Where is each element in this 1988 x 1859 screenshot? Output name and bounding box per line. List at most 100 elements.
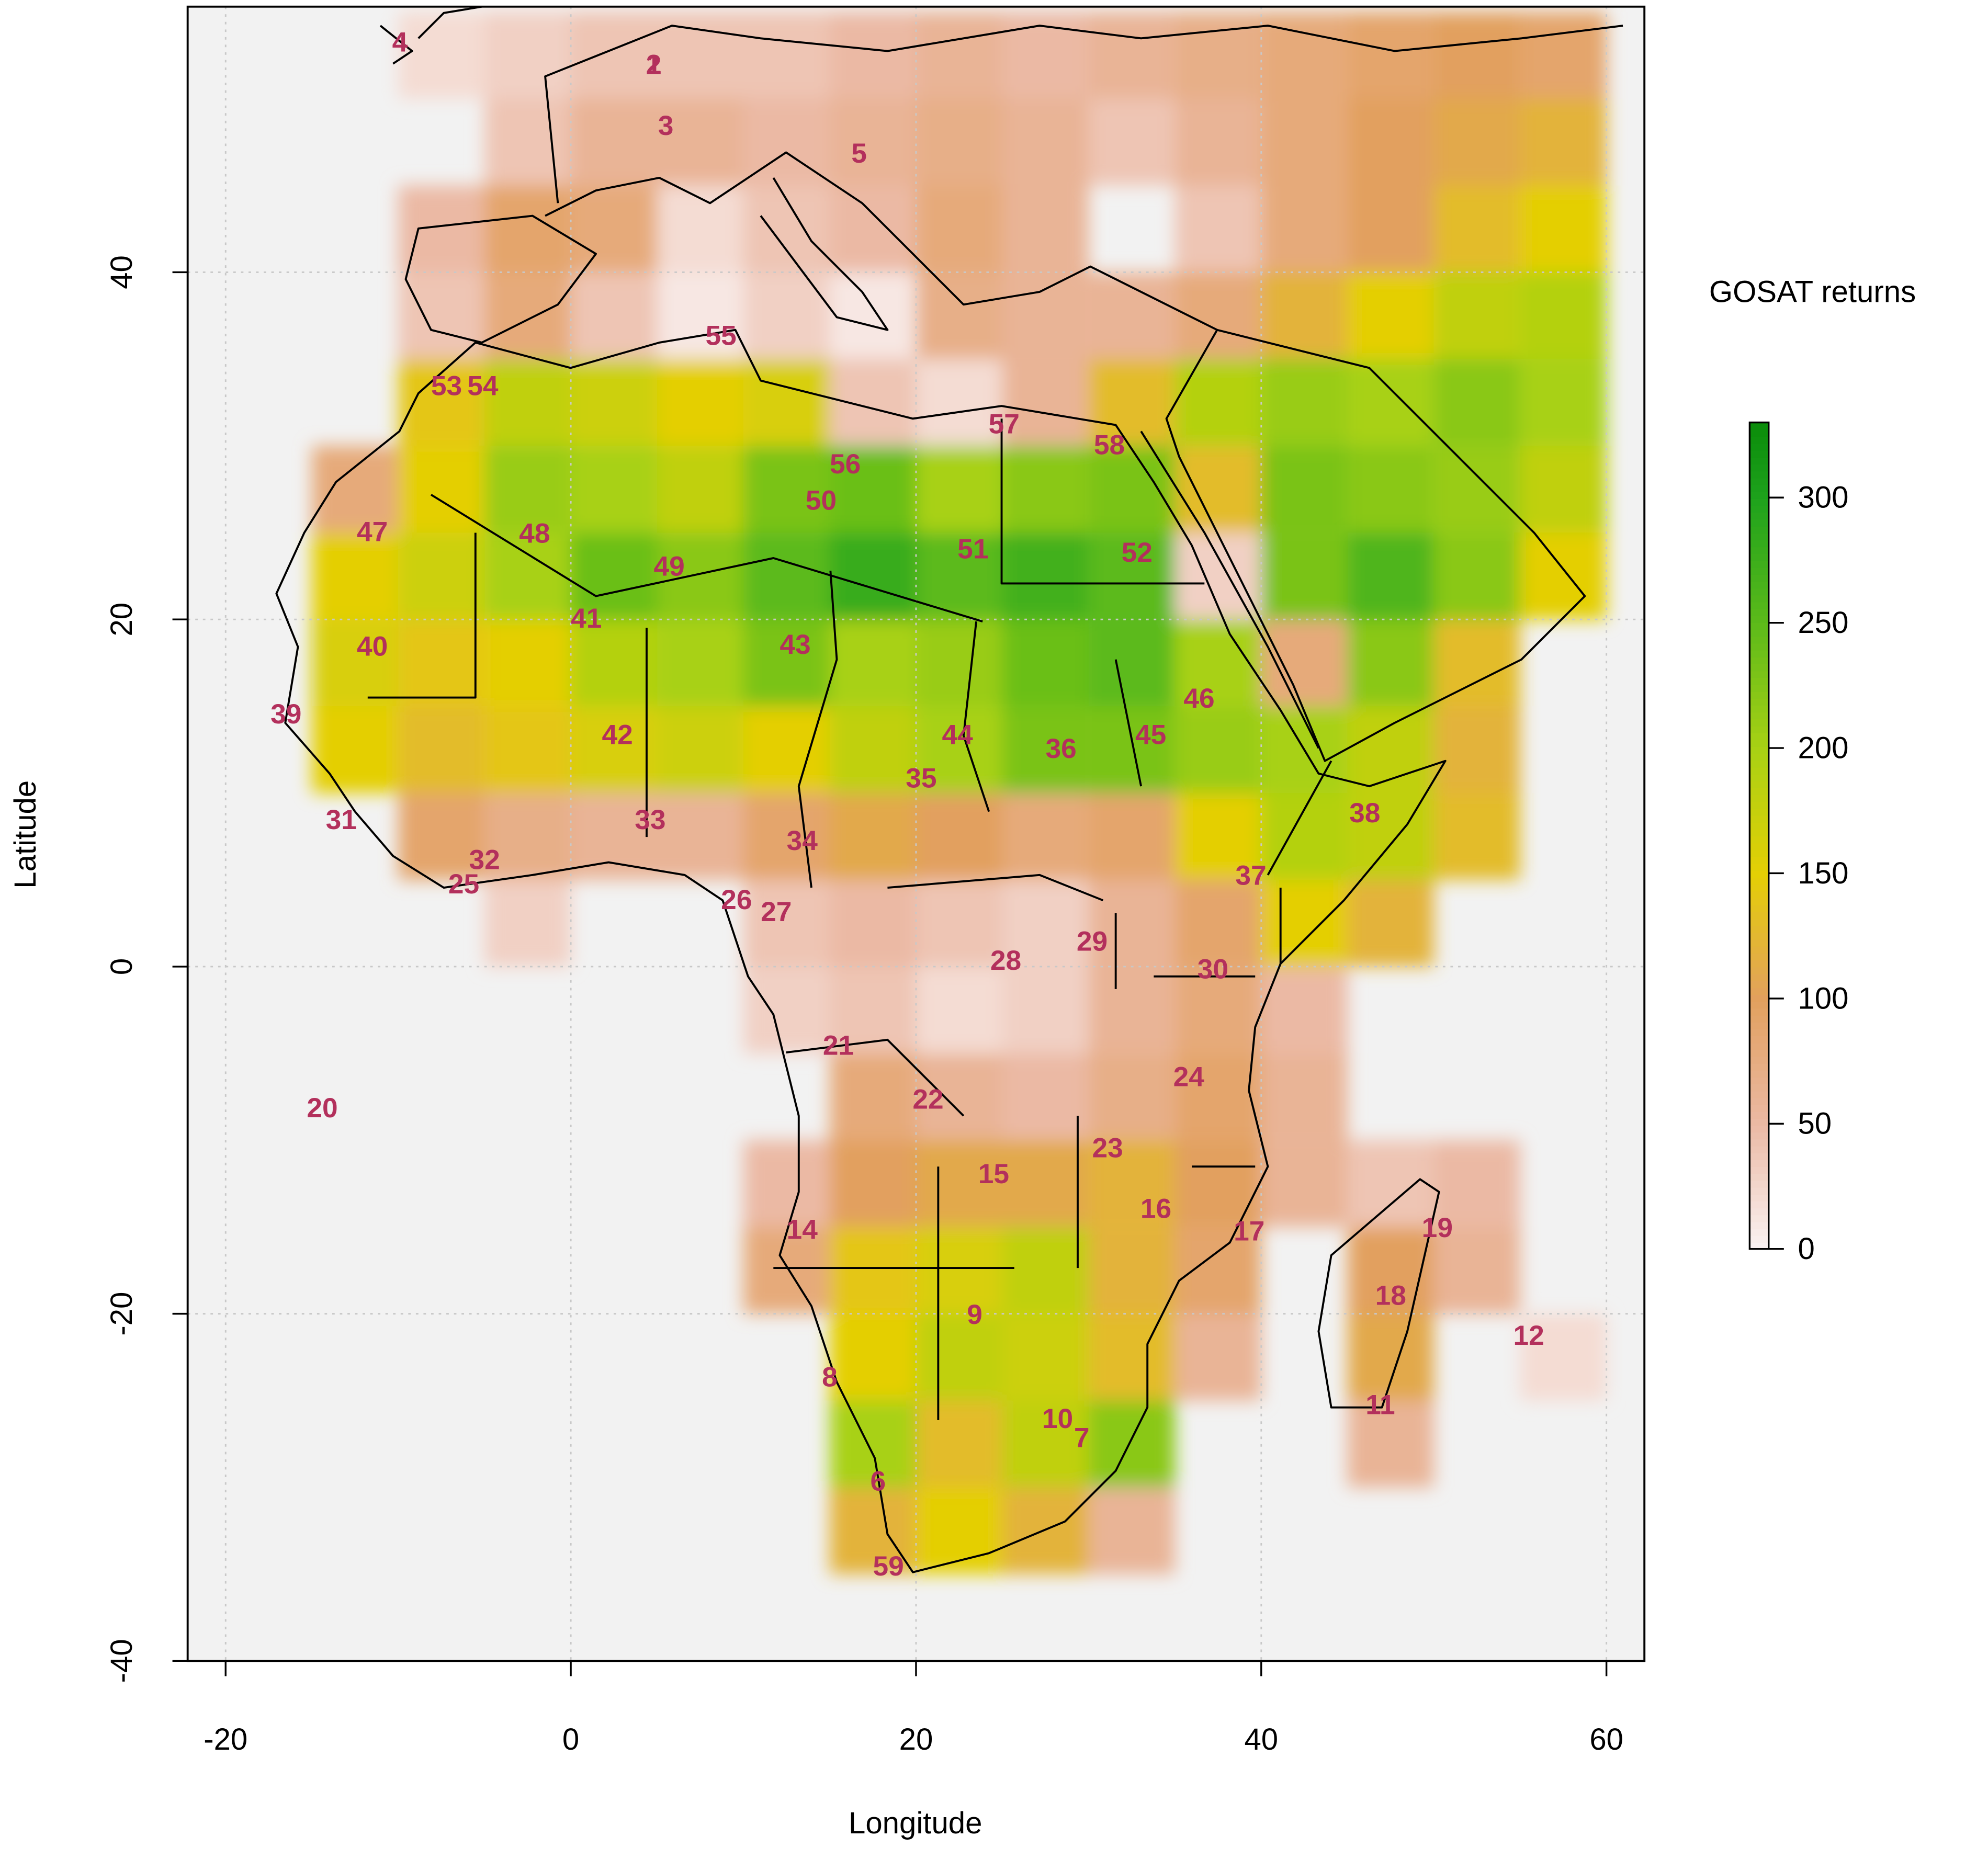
heat-cell [1002,359,1089,446]
heat-cell [1520,185,1607,273]
colorbar-step [1749,546,1769,554]
site-label: 55 [705,320,736,351]
heat-cell [1088,272,1175,359]
colorbar-step [1749,994,1769,1002]
heat-cell [829,879,916,967]
site-label: 19 [1422,1212,1453,1243]
heat-cell [916,879,1002,967]
heat-cell [484,185,571,273]
heat-cell [1174,1140,1261,1227]
heat-cell [1088,619,1175,707]
colorbar-step [1749,718,1769,727]
heat-cell [1261,12,1348,99]
heat-cell [398,272,485,359]
colorbar-step [1749,1159,1769,1167]
site-label: 16 [1140,1194,1171,1225]
site-label: 50 [806,485,837,516]
site-label: 8 [822,1362,838,1392]
colorbar-step [1749,959,1769,968]
colorbar-tick-label: 100 [1798,981,1848,1015]
colorbar-step [1749,484,1769,492]
site-label: 43 [780,629,810,660]
colorbar-step [1749,918,1769,926]
colorbar-step [1749,1070,1769,1078]
colorbar-step [1749,725,1769,733]
colorbar-step [1749,539,1769,548]
heat-cell [1520,98,1607,186]
colorbar-step [1749,1194,1769,1201]
colorbar-step [1749,601,1769,609]
colorbar-step [1749,1139,1769,1147]
colorbar-step [1749,953,1769,961]
colorbar-tick-label: 150 [1798,856,1848,890]
africa-coast [275,328,1447,1573]
colorbar-step [1749,863,1769,871]
colorbar-step [1749,450,1769,458]
heat-cell [398,12,485,99]
site-label: 28 [990,945,1021,976]
heat-cell [916,1227,1002,1314]
heat-cell [1520,1313,1607,1401]
heat-cell [571,359,658,446]
colorbar-step [1749,1152,1769,1160]
heat-cell [1088,793,1175,880]
heat-cell [1088,1487,1175,1574]
heat-cell [829,446,916,533]
colorbar-step [1749,1076,1769,1085]
site-label: 23 [1092,1132,1123,1163]
heat-cell [1002,1227,1089,1314]
heat-cell [1261,1053,1348,1140]
heat-cell [484,12,571,99]
heat-cell [916,1053,1002,1140]
heat-cell [1261,185,1348,273]
colorbar-step [1749,1104,1769,1112]
colorbar-step [1749,1173,1769,1181]
heat-cell [1520,359,1607,446]
heat-cell [657,446,744,533]
heat-cell [657,359,744,446]
heat-cell [484,619,571,707]
colorbar-step [1749,615,1769,623]
heat-cell [1347,272,1434,359]
colorbar: 0 50 100 150 200 250 300 [1748,421,1849,1266]
colorbar-step [1749,808,1769,816]
site-label: 44 [942,720,973,751]
heat-cell [1261,98,1348,186]
colorbar-step [1749,939,1769,947]
heat-cell [829,793,916,880]
colorbar-step [1749,787,1769,796]
colorbar-step [1749,774,1769,781]
heat-cell [1433,706,1520,794]
site-label: 59 [873,1551,904,1582]
colorbar-step [1749,684,1769,692]
heat-cell [829,185,916,273]
colorbar-step [1749,973,1769,981]
site-label: 15 [978,1159,1009,1189]
colorbar-step [1749,780,1769,788]
colorbar-step [1749,980,1769,988]
colorbar-step [1749,1146,1769,1153]
heat-cell [1433,12,1520,99]
heat-cell [1002,1400,1089,1488]
heat-cell [484,446,571,533]
colorbar-step [1749,1001,1769,1009]
site-label: 29 [1077,926,1108,957]
colorbar-step [1749,849,1769,857]
y-tick-label: 0 [105,958,139,975]
colorbar-tick-label: 0 [1798,1232,1814,1266]
colorbar-tick-label: 300 [1798,481,1848,515]
heat-cell [1002,185,1089,273]
colorbar-step [1749,574,1769,582]
colorbar-step [1749,1022,1769,1029]
heat-cell [484,706,571,794]
heat-cell [743,793,830,880]
heat-cell [1002,793,1089,880]
site-label: 41 [571,603,602,634]
heat-cell [1433,619,1520,707]
heat-cell [1347,359,1434,446]
colorbar-step [1749,877,1769,885]
colorbar-step [1749,732,1769,740]
heat-cell [1520,12,1607,99]
site-label: 3 [658,110,674,141]
